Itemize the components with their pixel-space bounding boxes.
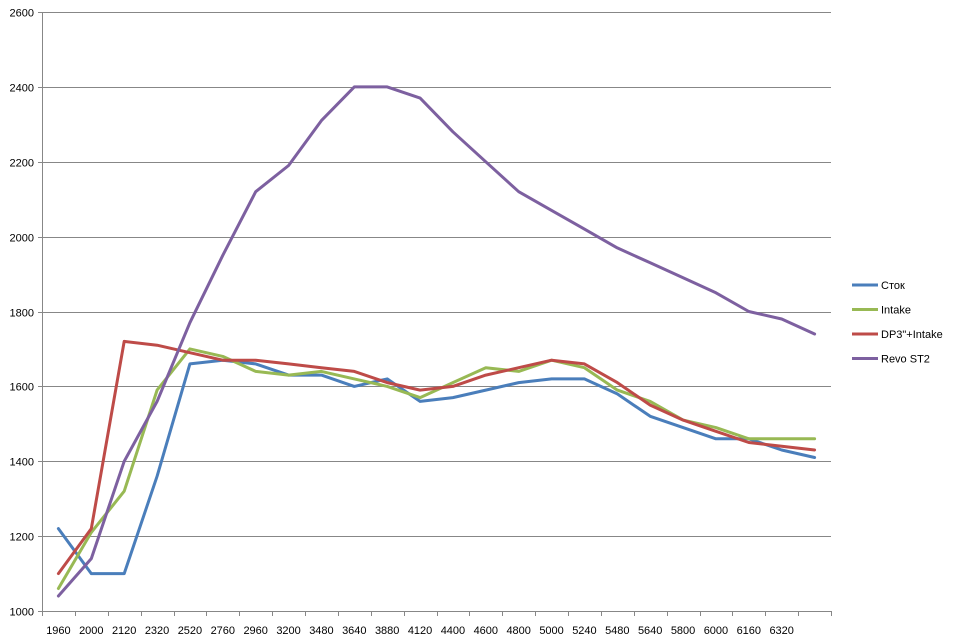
x-tick-label: 3880	[375, 625, 399, 637]
x-tick-label: 4120	[408, 625, 432, 637]
y-tick-label: 1600	[10, 382, 34, 394]
x-tick-label: 5240	[572, 625, 596, 637]
y-tick-label: 2000	[10, 233, 34, 245]
y-tick-label: 2400	[10, 83, 34, 95]
legend-label-3: DP3"+Intake	[881, 329, 943, 341]
series-line-3	[56, 339, 817, 576]
y-axis-tick-labels: 1000 1200 1400 1600 1800 2000 2200 2400 2600	[10, 8, 34, 619]
x-tick-label: 2320	[145, 625, 169, 637]
x-tick-label: 1960	[46, 625, 70, 637]
y-tick-label: 2600	[10, 8, 34, 20]
x-tick-label: 3200	[276, 625, 300, 637]
x-tick-label: 2000	[79, 625, 103, 637]
x-tick-label: 5480	[605, 625, 629, 637]
x-tick-label: 2520	[178, 625, 202, 637]
x-tick-label: 2120	[112, 625, 136, 637]
x-tick-label: 3640	[342, 625, 366, 637]
legend-label-2: Intake	[881, 305, 911, 317]
series-line-4	[56, 85, 817, 598]
gridlines	[42, 12, 831, 612]
x-tick-label: 2760	[211, 625, 235, 637]
legend-label-1: Сток	[881, 280, 905, 292]
x-tick-label: 5800	[671, 625, 695, 637]
series-line-2	[56, 347, 817, 590]
y-tick-label: 1800	[10, 308, 34, 320]
y-tick-label: 1000	[10, 607, 34, 619]
x-tick-label: 4600	[474, 625, 498, 637]
x-tick-label: 6160	[737, 625, 761, 637]
x-tick-label: 5640	[638, 625, 662, 637]
x-tick-label: 2960	[243, 625, 267, 637]
x-tick-label: 4800	[506, 625, 530, 637]
x-tick-label: 5000	[539, 625, 563, 637]
y-tick-label: 1200	[10, 532, 34, 544]
x-tick-label: 4400	[441, 625, 465, 637]
series-line-1	[56, 358, 817, 576]
series-lines	[56, 85, 817, 598]
y-tick-label: 1400	[10, 457, 34, 469]
legend-label-4: Revo ST2	[881, 354, 930, 366]
axes	[38, 12, 832, 616]
x-axis-tick-labels: 1960 2000 2120 2320 2520 2760 2960 3200 3480 3640…	[46, 625, 794, 637]
legend: Сток Intake DP3"+Intake Revo ST2	[852, 280, 943, 366]
x-tick-label: 3480	[309, 625, 333, 637]
x-tick-label: 6320	[769, 625, 793, 637]
y-tick-label: 2200	[10, 158, 34, 170]
x-tick-label: 6000	[704, 625, 728, 637]
